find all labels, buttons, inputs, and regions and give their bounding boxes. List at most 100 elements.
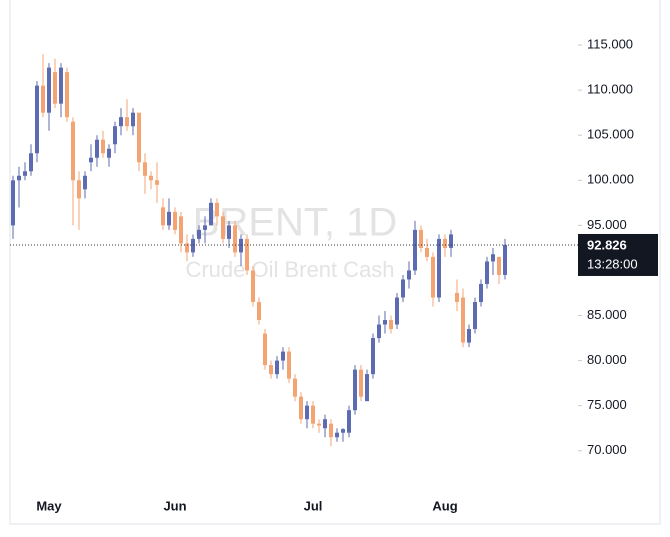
candle-body [461,297,465,343]
candle-body [281,351,285,361]
candle-body [209,202,213,226]
candle-body [83,175,87,190]
candle-body [131,112,135,127]
candle-body [383,320,387,325]
candle-body [467,329,471,343]
candle-body [263,333,267,366]
candle-body [89,157,93,163]
candle-body [311,405,315,424]
y-tick-label: 75.000 [587,397,627,412]
candle-body [227,225,231,239]
candle-body [395,297,399,325]
candle-body [149,175,153,181]
watermark-title: BRENT, 1D [193,201,398,245]
candle-body [359,369,363,397]
candle-body [77,180,81,199]
y-tick-label: 105.000 [587,127,634,142]
candle-body [419,229,423,248]
candle-body [365,374,369,402]
candle-body [329,423,333,438]
candle-body [137,112,141,163]
candle-body [197,229,201,239]
candle-body [23,171,27,176]
last-price-time: 13:28:00 [587,256,638,271]
candle-body [407,270,411,280]
x-tick-label: May [36,498,62,513]
candle-body [35,85,39,154]
candle-body [185,243,189,253]
candle-body [125,117,129,127]
candle-body [17,175,21,181]
candle-body [389,320,393,330]
candle-body [491,254,495,262]
candle-body [431,256,435,298]
candle-body [293,378,297,397]
candle-body [239,238,243,253]
candle-body [479,283,483,302]
candle-body [11,180,15,226]
candle-body [455,292,459,302]
candle-body [95,139,99,158]
y-tick-label: 70.000 [587,442,627,457]
candle-body [155,180,159,185]
candle-body [503,244,507,275]
y-tick-label: 80.000 [587,352,627,367]
candle-body [71,121,75,181]
candle-body [269,365,273,375]
candle-body [341,429,345,433]
candle-body [317,423,321,426]
candle-body [347,410,351,433]
y-tick-label: 110.000 [587,82,633,97]
last-price-box [578,233,658,276]
candle-body [257,301,261,321]
candle-body [287,351,291,379]
candle-body [29,153,33,172]
candle-body [251,270,255,302]
candle-body [473,301,477,330]
y-tick-label: 85.000 [587,307,627,322]
y-tick-label: 100.000 [587,172,634,187]
candle-body [437,238,441,298]
chart-frame [9,0,661,525]
candle-body [335,432,339,438]
x-tick-label: Jun [163,498,186,513]
candle-body [215,202,219,217]
candle-body [425,247,429,257]
candle-body [275,360,279,375]
candle-body [221,216,225,239]
candle-body [497,256,501,275]
last-price-label: 92.826 [587,237,627,252]
candle-body [113,126,117,145]
candle-body [245,238,249,271]
candle-body [191,238,195,253]
watermark-subtitle: Crude Oil Brent Cash [185,257,394,282]
candle-body [203,225,207,230]
candle-body [41,85,45,113]
candle-body [371,338,375,375]
candle-body [143,162,147,176]
x-tick-label: Aug [432,498,457,513]
candle-body [401,279,405,298]
candle-body [413,229,417,271]
candle-body [353,369,357,411]
y-tick-label: 95.000 [587,217,627,232]
candle-body [119,117,123,127]
candle-body [53,72,57,104]
candle-body [179,216,183,244]
candle-body [299,396,303,420]
candle-body [173,211,177,230]
candle-body [161,207,165,226]
candle-body [443,238,447,248]
candle-body [449,234,453,248]
candle-body [47,67,51,113]
candle-body [233,225,237,253]
candle-body [323,419,327,429]
x-tick-label: Jul [304,498,323,513]
candle-body [377,324,381,339]
candle-body [107,148,111,158]
candle-body [305,405,309,420]
y-tick-label: 115.000 [587,37,633,52]
candle-body [485,261,489,284]
candle-body [59,67,63,104]
